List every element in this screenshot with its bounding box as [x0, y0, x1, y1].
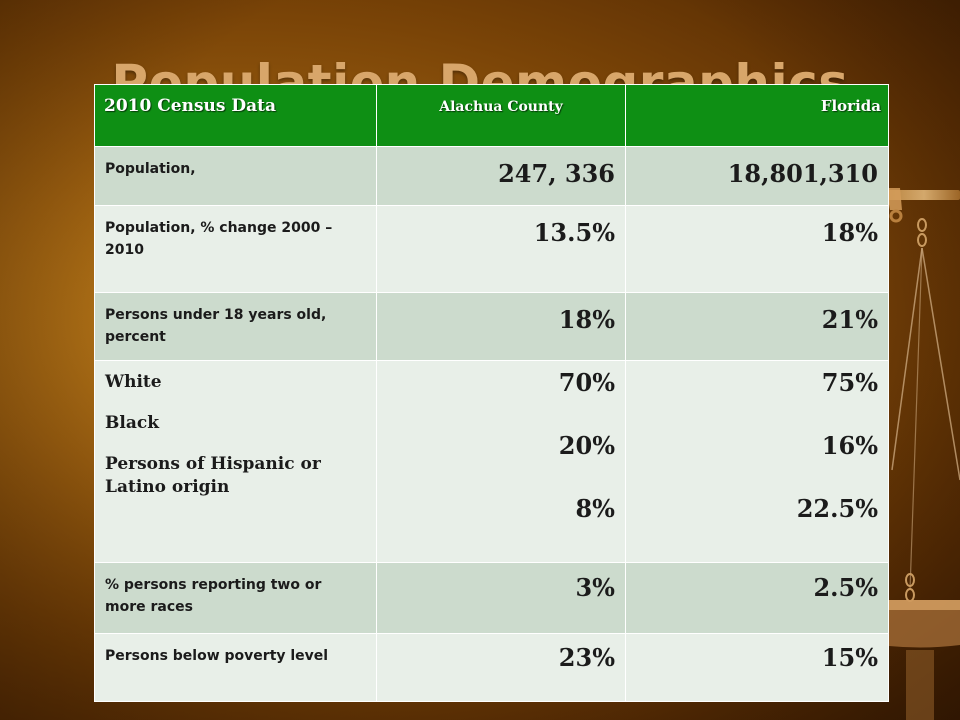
- race-label-hispanic: Persons of Hispanic or Latino origin: [105, 453, 321, 498]
- alachua-cell: 18%: [376, 292, 626, 361]
- alachua-race-values: 70% 20% 8%: [377, 361, 625, 538]
- florida-cell: 21%: [625, 292, 889, 361]
- race-labels: White Black Persons of Hispanic or Latin…: [95, 361, 376, 500]
- table-row-race: White Black Persons of Hispanic or Latin…: [94, 360, 889, 563]
- florida-value: 15%: [821, 643, 878, 672]
- table-row-population-change: Population, % change 2000 – 2010 13.5% 1…: [94, 205, 889, 293]
- table-row-population: Population, 247, 336 18,801,310: [94, 146, 889, 206]
- row-label: Persons below poverty level: [105, 648, 329, 664]
- row-label: Persons under 18 years old, percent: [105, 307, 327, 345]
- florida-race-values: 75% 16% 22.5%: [626, 361, 888, 538]
- florida-value: 2.5%: [813, 573, 878, 602]
- row-label-cell: Population, % change 2000 – 2010: [94, 205, 377, 293]
- row-label: Population, % change 2000 – 2010: [105, 220, 333, 258]
- alachua-white-value: 70%: [558, 368, 615, 397]
- alachua-value: 23%: [558, 643, 615, 672]
- table-row-poverty: Persons below poverty level 23% 15%: [94, 633, 889, 702]
- table-row-two-or-more-races: % persons reporting two or more races 3%…: [94, 562, 889, 634]
- scales-of-justice-icon: [880, 188, 960, 720]
- florida-cell: 15%: [625, 633, 889, 702]
- florida-cell: 18%: [625, 205, 889, 293]
- alachua-black-value: 20%: [558, 431, 615, 460]
- row-label-cell: Population,: [94, 146, 377, 206]
- florida-value: 18%: [821, 218, 878, 247]
- census-data-table: 2010 Census Data Alachua County Florida …: [94, 84, 889, 702]
- florida-hispanic-value: 22.5%: [796, 494, 878, 523]
- alachua-value: 247, 336: [498, 159, 615, 188]
- table-row-under-18: Persons under 18 years old, percent 18% …: [94, 292, 889, 361]
- florida-value: 18,801,310: [727, 159, 878, 188]
- row-label-cell: Persons under 18 years old, percent: [94, 292, 377, 361]
- header-census-data: 2010 Census Data: [94, 84, 377, 147]
- florida-white-value: 75%: [821, 368, 878, 397]
- race-label-black: Black: [105, 412, 159, 433]
- alachua-hispanic-value: 8%: [575, 494, 615, 523]
- alachua-value: 13.5%: [533, 218, 615, 247]
- row-label-cell: Persons below poverty level: [94, 633, 377, 702]
- florida-black-value: 16%: [821, 431, 878, 460]
- alachua-cell: 23%: [376, 633, 626, 702]
- alachua-cell: 70% 20% 8%: [376, 360, 626, 563]
- row-label-cell: % persons reporting two or more races: [94, 562, 377, 634]
- florida-cell: 75% 16% 22.5%: [625, 360, 889, 563]
- florida-cell: 18,801,310: [625, 146, 889, 206]
- table-header-row: 2010 Census Data Alachua County Florida: [94, 84, 889, 147]
- alachua-value: 3%: [575, 573, 615, 602]
- alachua-cell: 13.5%: [376, 205, 626, 293]
- race-label-white: White: [105, 372, 162, 392]
- row-label: % persons reporting two or more races: [105, 577, 322, 615]
- alachua-value: 18%: [558, 305, 615, 334]
- florida-cell: 2.5%: [625, 562, 889, 634]
- header-florida: Florida: [625, 84, 889, 147]
- alachua-cell: 3%: [376, 562, 626, 634]
- row-label: Population,: [105, 161, 196, 177]
- row-label-cell: White Black Persons of Hispanic or Latin…: [94, 360, 377, 563]
- florida-value: 21%: [821, 305, 878, 334]
- header-alachua-county: Alachua County: [376, 84, 626, 147]
- alachua-cell: 247, 336: [376, 146, 626, 206]
